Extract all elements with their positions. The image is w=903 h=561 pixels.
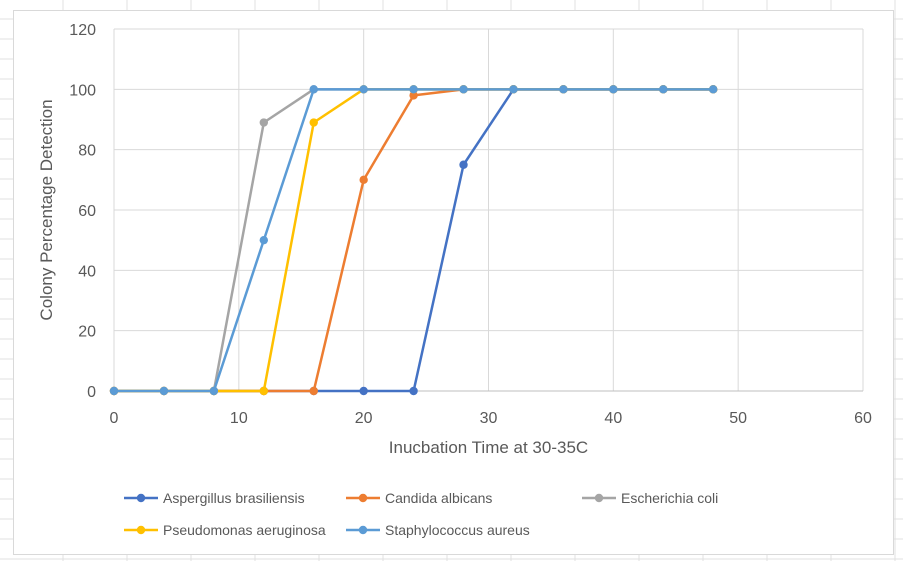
data-point[interactable]: [409, 85, 418, 94]
data-point[interactable]: [459, 160, 468, 169]
y-axis-title: Colony Percentage Detection: [37, 99, 56, 320]
x-axis-title: Inucbation Time at 30-35C: [389, 438, 588, 457]
x-tick-label: 20: [355, 410, 373, 427]
legend-marker: [358, 525, 368, 535]
x-tick-label: 60: [854, 410, 872, 427]
y-tick-labels: 0 20 40 60 80 100 120: [69, 22, 96, 401]
gridlines: [113, 28, 864, 391]
y-tick-label: 0: [87, 384, 96, 401]
data-point[interactable]: [259, 235, 268, 245]
data-point[interactable]: [709, 85, 718, 94]
legend-label: Aspergillus brasiliensis: [163, 490, 305, 506]
data-point[interactable]: [509, 85, 518, 94]
legend-marker: [136, 493, 146, 503]
data-point[interactable]: [359, 386, 368, 396]
y-tick-label: 100: [69, 82, 96, 99]
legend[interactable]: Aspergillus brasiliensis Candida albicans…: [124, 490, 718, 538]
series-1[interactable]: [109, 85, 718, 396]
y-tick-label: 40: [78, 263, 96, 280]
legend-item[interactable]: Aspergillus brasiliensis: [124, 490, 305, 506]
data-point[interactable]: [459, 85, 468, 94]
y-tick-label: 60: [78, 203, 96, 220]
line-chart: 0 20 40 60 80 100 120 0 10 20 30 40 50 60 Inucbation…: [37, 22, 872, 538]
data-point[interactable]: [359, 85, 368, 94]
legend-item[interactable]: Staphylococcus aureus: [346, 522, 530, 538]
legend-item[interactable]: Pseudomonas aeruginosa: [124, 522, 326, 538]
x-tick-labels: 0 10 20 30 40 50 60: [110, 410, 872, 427]
data-point[interactable]: [109, 386, 119, 396]
x-tick-label: 40: [604, 410, 622, 427]
series-3[interactable]: [109, 85, 718, 396]
data-point[interactable]: [659, 85, 668, 94]
x-tick-label: 0: [110, 410, 119, 427]
x-tick-label: 30: [480, 410, 498, 427]
x-tick-label: 50: [729, 410, 747, 427]
series-lines: [109, 85, 718, 396]
legend-item[interactable]: Escherichia coli: [582, 490, 718, 506]
series-line[interactable]: [114, 88, 714, 393]
legend-marker: [136, 525, 146, 535]
legend-label: Pseudomonas aeruginosa: [163, 522, 326, 538]
legend-marker: [358, 493, 368, 503]
series-2[interactable]: [109, 85, 718, 396]
data-point[interactable]: [309, 85, 318, 94]
data-point[interactable]: [259, 386, 268, 396]
series-line[interactable]: [114, 88, 714, 393]
series-line[interactable]: [114, 88, 714, 393]
series-5[interactable]: [109, 85, 718, 396]
legend-item[interactable]: Candida albicans: [346, 490, 492, 506]
x-tick-label: 10: [230, 410, 248, 427]
data-point[interactable]: [359, 175, 368, 185]
data-point[interactable]: [409, 386, 418, 396]
data-point[interactable]: [559, 85, 568, 94]
y-tick-label: 20: [78, 324, 96, 341]
legend-label: Staphylococcus aureus: [385, 522, 530, 538]
y-tick-label: 80: [78, 143, 96, 160]
data-point[interactable]: [159, 386, 169, 396]
data-point[interactable]: [609, 85, 618, 94]
series-line[interactable]: [114, 88, 714, 393]
data-point[interactable]: [209, 386, 219, 396]
legend-marker: [594, 493, 604, 503]
data-point[interactable]: [309, 386, 318, 396]
data-point[interactable]: [259, 118, 268, 127]
y-tick-label: 120: [69, 22, 96, 39]
series-4[interactable]: [109, 85, 718, 396]
legend-label: Candida albicans: [385, 490, 492, 506]
legend-label: Escherichia coli: [621, 490, 718, 506]
data-point[interactable]: [309, 118, 318, 127]
series-line[interactable]: [114, 88, 714, 393]
data-point[interactable]: [409, 91, 418, 100]
chart-area[interactable]: 0 20 40 60 80 100 120 0 10 20 30 40 50 60 Inucbation…: [13, 10, 894, 555]
